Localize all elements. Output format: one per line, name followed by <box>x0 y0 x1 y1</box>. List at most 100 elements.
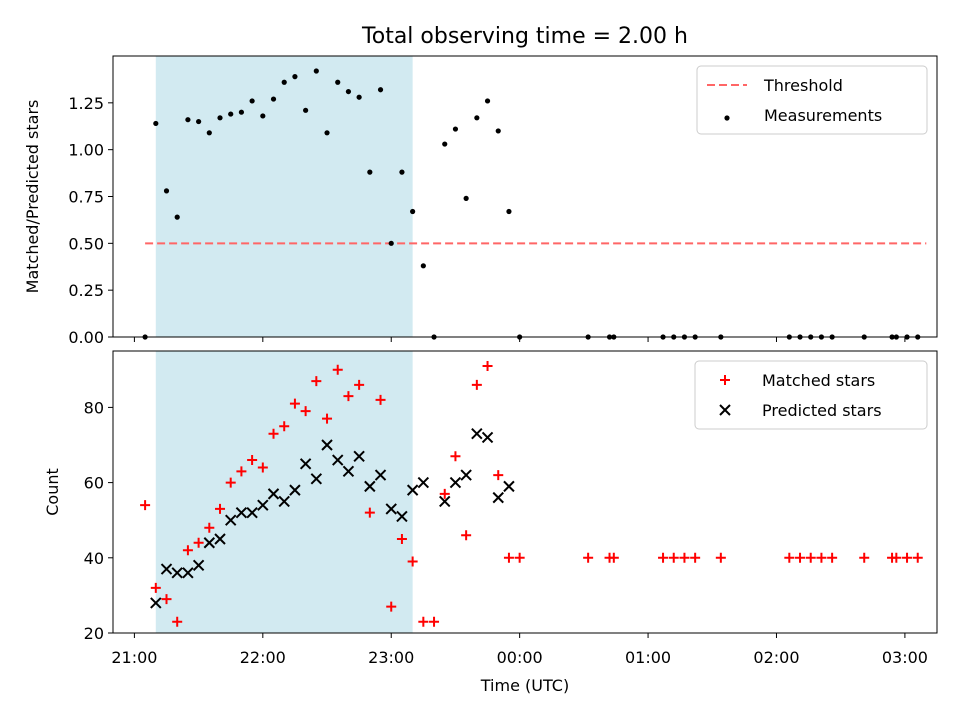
x-tick-label: 03:00 <box>882 648 928 667</box>
predicted-star-point <box>439 495 451 508</box>
x-tick-label: 01:00 <box>625 648 671 667</box>
predicted-star-point <box>246 506 258 519</box>
matched-star-point <box>439 488 450 499</box>
measurement-point <box>217 115 223 121</box>
predicted-star-point <box>385 503 397 515</box>
predicted-star-point <box>364 480 376 493</box>
measurement-point <box>345 88 352 95</box>
measurement-point <box>292 74 298 80</box>
predicted-star-point <box>342 465 355 478</box>
measurement-point <box>410 208 416 215</box>
predicted-star-point <box>225 514 237 526</box>
predicted-star-point <box>278 495 290 508</box>
predicted-star-point <box>182 567 194 579</box>
legend-box <box>694 360 928 430</box>
measurement-point <box>474 115 480 121</box>
predicted-star-point <box>289 484 301 496</box>
y-tick-label: 1.00 <box>68 141 104 160</box>
matched-star-point <box>784 552 795 563</box>
matched-star-point <box>215 503 226 514</box>
x-axis-label: Time (UTC) <box>480 676 569 695</box>
matched-star-point <box>140 500 151 511</box>
matched-star-point <box>668 552 679 563</box>
y-tick-label: 0.25 <box>68 281 104 300</box>
shaded-observing-span <box>155 351 413 633</box>
predicted-star-point <box>203 537 216 549</box>
matched-star-point <box>268 428 279 439</box>
matched-star-point <box>182 545 193 556</box>
axes-frame <box>112 350 938 634</box>
measurement-point <box>452 126 459 132</box>
predicted-star-point <box>460 469 472 481</box>
matched-star-point <box>493 470 504 481</box>
matched-star-point <box>386 601 397 612</box>
matched-star-point <box>225 477 236 488</box>
predicted-star-point <box>406 484 419 496</box>
matched-star-point <box>150 582 161 593</box>
y-tick-label: 80 <box>84 398 104 417</box>
legend-label: Matched stars <box>762 371 875 390</box>
predicted-star-point <box>503 480 515 493</box>
predicted-star-point <box>396 510 408 523</box>
matched-star-point <box>332 364 343 375</box>
matched-star-point <box>859 552 870 563</box>
predicted-star-point <box>235 506 248 519</box>
measurement-point <box>270 96 277 102</box>
legend-predicted-swatch <box>719 404 731 416</box>
matched-star-point <box>503 552 514 563</box>
predicted-star-point <box>492 491 504 504</box>
x-tick-label: 21:00 <box>111 648 157 667</box>
predicted-star-point <box>257 499 269 511</box>
measurement-point <box>174 214 180 220</box>
matched-star-point <box>805 552 816 563</box>
matched-star-point <box>247 455 258 466</box>
matched-star-point <box>429 616 440 627</box>
y-tick-label: 40 <box>84 549 104 568</box>
measurement-point <box>185 117 191 123</box>
x-tick-label: 22:00 <box>240 648 286 667</box>
predicted-star-point <box>449 476 462 489</box>
panel-bottom: 20 40 60 80 21:00 22:00 23:00 00:00 01:00 02:00 03… <box>43 350 938 695</box>
matched-star-point <box>891 552 902 563</box>
matched-star-point <box>311 376 322 387</box>
legend-label: Threshold <box>763 76 843 95</box>
x-tick-label: 02:00 <box>753 648 799 667</box>
matched-star-point <box>300 406 311 417</box>
measurement-point <box>495 128 501 134</box>
predicted-star-point <box>481 431 494 444</box>
measurement-point <box>463 195 469 201</box>
matched-star-point <box>690 552 701 563</box>
legend-box <box>696 65 928 135</box>
matched-star-point <box>471 379 482 390</box>
predicted-star-point <box>299 458 312 470</box>
matched-star-point <box>161 594 172 605</box>
matched-star-point <box>482 361 493 372</box>
panel-top: 0.00 0.25 0.50 0.75 1.00 1.25 Matched/Predicte… <box>23 55 938 347</box>
measurement-point <box>260 113 266 119</box>
predicted-star-point <box>417 476 430 489</box>
figure-title: Total observing time = 2.00 h <box>361 24 688 49</box>
measurement-point <box>303 107 309 113</box>
predicted-star-point <box>321 439 333 451</box>
measurement-point <box>367 169 373 175</box>
matched-star-point <box>279 421 290 432</box>
y-tick-label: 0.00 <box>68 328 104 347</box>
matched-star-point <box>418 616 429 627</box>
matched-star-point <box>364 507 375 518</box>
y-tick-label: 20 <box>84 624 104 643</box>
matched-star-point <box>343 391 354 402</box>
matched-star-point <box>450 451 461 462</box>
predicted-star-point <box>374 469 387 481</box>
matched-star-point <box>204 522 215 533</box>
matched-star-point <box>608 552 619 563</box>
matched-star-point <box>658 552 669 563</box>
y-tick-label: 0.50 <box>68 234 104 253</box>
predicted-star-point <box>214 533 226 545</box>
y-tick-label: 1.25 <box>68 94 104 113</box>
predicted-star-point <box>332 454 344 466</box>
matched-star-point <box>193 537 204 548</box>
matched-star-point <box>354 379 365 390</box>
matched-star-point <box>912 552 923 563</box>
measurement-point <box>506 208 512 215</box>
